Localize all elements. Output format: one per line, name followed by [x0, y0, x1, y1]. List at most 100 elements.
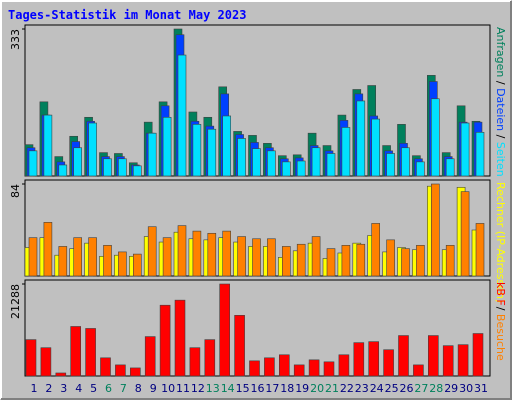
bar [356, 100, 366, 177]
bar [356, 243, 366, 277]
bar [88, 237, 97, 277]
bar [40, 347, 52, 377]
legend-separator: / [494, 77, 507, 88]
bar [189, 347, 201, 377]
bar [219, 283, 230, 377]
bar [192, 124, 202, 177]
bar [311, 147, 321, 177]
bar [353, 342, 365, 377]
bar [88, 122, 97, 177]
bar [368, 341, 380, 377]
x-tick-label: 19 [295, 382, 309, 395]
bar [73, 237, 82, 277]
bar [264, 357, 275, 377]
bar [296, 160, 306, 177]
bar [25, 339, 37, 377]
bar [416, 245, 425, 277]
bar [401, 147, 410, 177]
bar [130, 367, 141, 377]
x-tick-label: 31 [474, 382, 488, 395]
bar [174, 299, 186, 377]
bar [28, 237, 38, 277]
x-tick-label: 30 [459, 382, 473, 395]
x-tick-label: 18 [280, 382, 294, 395]
x-tick-label: 26 [400, 382, 414, 395]
bar [416, 161, 425, 177]
bar [475, 131, 485, 177]
x-tick-label: 10 [161, 382, 175, 395]
bar [55, 372, 67, 377]
x-tick-label: 5 [90, 382, 97, 395]
x-tick-label: 9 [150, 382, 157, 395]
bar [133, 253, 142, 277]
x-tick-label: 13 [206, 382, 220, 395]
x-tick-label: 2 [45, 382, 52, 395]
bar [207, 232, 217, 277]
y-tick-label: 84 [9, 184, 22, 198]
bar [103, 158, 112, 177]
bar [144, 336, 156, 377]
x-tick-label: 11 [176, 382, 190, 395]
bar [281, 161, 291, 177]
bar [311, 236, 321, 277]
legend: Anfragen / Dateien / Seiten [494, 27, 507, 177]
x-tick-label: 1 [31, 382, 38, 395]
y-tick-label: 333 [9, 29, 22, 50]
legend: kB F [494, 282, 507, 306]
bar [296, 243, 306, 277]
bar [249, 360, 260, 377]
bar [398, 335, 409, 377]
bar [472, 333, 484, 377]
bar [58, 246, 68, 277]
x-tick-label: 20 [310, 382, 324, 395]
x-tick-label: 24 [370, 382, 384, 395]
bar [457, 344, 469, 377]
bar [133, 165, 142, 177]
bar [43, 114, 53, 177]
bar [147, 226, 157, 277]
bar [386, 153, 395, 177]
bar [192, 230, 202, 277]
bar [85, 328, 96, 377]
x-tick-label: 4 [75, 382, 82, 395]
bar [237, 138, 246, 177]
bar [118, 251, 127, 277]
bar [222, 230, 231, 277]
bar [207, 128, 217, 177]
x-tick-label: 6 [105, 382, 112, 395]
bar [28, 150, 38, 177]
bar [177, 225, 187, 277]
legend-separator: / [494, 303, 507, 314]
bar [413, 364, 424, 377]
x-tick-label: 14 [221, 382, 235, 395]
bar [147, 132, 157, 177]
bar [267, 238, 276, 277]
y-tick-label: 21288 [9, 284, 22, 319]
legend-entry: Dateien [494, 88, 507, 131]
bar [383, 349, 394, 377]
bar [430, 98, 440, 177]
bar [460, 191, 470, 277]
bar [427, 335, 439, 377]
bar [237, 236, 246, 277]
bar [70, 326, 81, 377]
bar [442, 345, 454, 377]
bar [475, 223, 485, 277]
x-tick-label: 8 [135, 382, 142, 395]
bar [460, 122, 470, 177]
bar [326, 153, 336, 177]
legend: Rechner (IP-Adressen) / Besuche [494, 182, 507, 361]
bar [341, 127, 351, 177]
x-tick-label: 3 [60, 382, 67, 395]
bar [386, 239, 395, 277]
bar [177, 54, 187, 177]
bar [371, 118, 381, 177]
x-tick-label: 23 [355, 382, 369, 395]
bar [323, 361, 335, 377]
bar [115, 364, 126, 377]
bar [430, 183, 440, 277]
bar [162, 237, 172, 277]
